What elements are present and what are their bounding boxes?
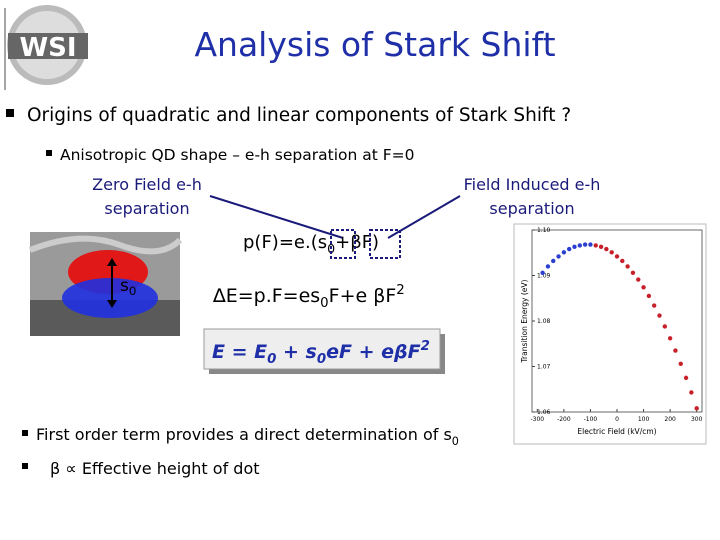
data-point	[540, 270, 545, 275]
dot-image: s0	[28, 232, 183, 336]
data-point	[577, 243, 583, 248]
data-point	[630, 270, 636, 275]
data-point	[657, 313, 662, 318]
x-tick-label: 0	[615, 416, 619, 423]
x-tick-label: -200	[557, 416, 571, 423]
data-point	[561, 250, 567, 255]
bullet-marker	[46, 150, 52, 156]
logo: WSI	[4, 5, 88, 90]
data-point	[545, 264, 551, 269]
data-point	[620, 258, 625, 264]
formula-part: p(F)=e.(s	[243, 232, 327, 253]
label-part: s	[120, 276, 129, 296]
bullet-text: Origins of quadratic and linear componen…	[27, 105, 571, 126]
formula-box	[203, 328, 441, 370]
highlight-box	[369, 229, 401, 259]
y-tick-label: 1.06	[537, 409, 551, 416]
data-point	[588, 242, 593, 247]
data-point	[683, 375, 689, 381]
data-point	[662, 324, 668, 329]
label-part: 0	[129, 284, 137, 298]
pointer	[209, 195, 344, 239]
text-part: First order term provides a direct deter…	[36, 425, 452, 444]
plot: 1.06 1.07 1.08 1.09 1.10 -300 -200 -100 0 100 200 3…	[520, 227, 703, 436]
plot-frame	[513, 223, 707, 445]
text-part: 0	[452, 435, 459, 448]
formula: ∆E=p.F=es0F+e βF2	[212, 283, 405, 311]
formula-part: F+e βF	[329, 285, 397, 307]
data-point	[667, 336, 673, 341]
y-tick-label: 1.08	[537, 318, 551, 325]
data-point	[636, 277, 641, 282]
data-point	[678, 361, 683, 366]
formula-part: 2	[421, 339, 430, 354]
sub-bullet-text: Anisotropic QD shape – e-h separation at…	[60, 146, 415, 164]
data-point	[593, 243, 598, 248]
data-point	[625, 264, 630, 269]
y-axis-label: Transition Energy (eV)	[520, 279, 529, 363]
bullet-marker	[6, 109, 14, 117]
formula-part: +βF)	[335, 232, 379, 253]
dot-label: s0	[120, 276, 136, 298]
x-tick-label: 300	[691, 416, 703, 423]
formula-part: 0	[320, 296, 328, 311]
label: separation	[489, 199, 574, 218]
label: Zero Field e-h	[92, 175, 202, 194]
formula-part: 0	[317, 352, 326, 367]
bullet-text: First order term provides a direct deter…	[36, 425, 459, 448]
data-point	[689, 390, 694, 395]
data-point	[598, 244, 604, 250]
data-point	[694, 406, 699, 411]
data-point	[609, 250, 614, 255]
bullet-marker	[22, 463, 28, 469]
formula-part: ∆E=p.F=es	[212, 285, 320, 307]
formula-part: eF + eβF	[326, 341, 421, 363]
data-point	[651, 303, 657, 308]
data-point	[614, 254, 620, 259]
formula-part: + s	[276, 341, 316, 363]
pointer	[387, 195, 461, 239]
y-tick-label: 1.07	[537, 364, 551, 371]
y-tick-label: 1.10	[537, 227, 551, 234]
slide-title: Analysis of Stark Shift	[194, 25, 555, 64]
bullet-text: β ∝ Effective height of dot	[50, 459, 260, 478]
data-point	[551, 258, 556, 264]
data-point	[673, 348, 678, 353]
data-point	[582, 242, 588, 247]
data-point	[646, 293, 652, 299]
logo-text: WSI	[19, 33, 76, 63]
data-point	[641, 285, 646, 290]
label: Field Induced e-h	[464, 175, 601, 194]
x-axis-label: Electric Field (kV/cm)	[577, 427, 656, 436]
boxed-formula: E = E0 + s0eF + eβF2	[212, 339, 430, 367]
data-point	[572, 244, 577, 250]
formula: p(F)=e.(s0+βF)	[243, 232, 379, 256]
formula-part: 2	[396, 283, 404, 298]
data-point	[604, 246, 609, 252]
label: separation	[104, 199, 189, 218]
data-point	[556, 254, 561, 259]
highlight-box	[330, 229, 356, 259]
x-tick-label: 100	[638, 416, 650, 423]
x-tick-label: 200	[664, 416, 676, 423]
x-tick-label: -100	[584, 416, 598, 423]
y-tick-label: 1.09	[537, 273, 551, 280]
bullet-marker	[22, 430, 28, 436]
data-point	[566, 246, 572, 252]
formula-part: 0	[267, 352, 276, 367]
formula-part: E = E	[212, 341, 267, 363]
x-tick-label: -300	[531, 416, 545, 423]
